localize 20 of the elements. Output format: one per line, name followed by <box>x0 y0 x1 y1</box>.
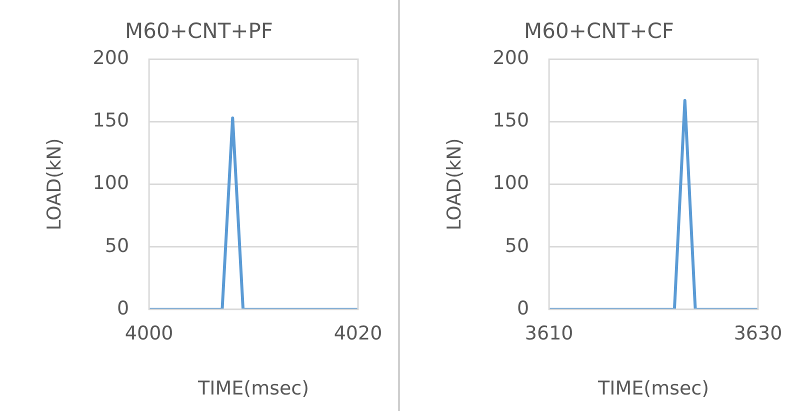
y-tick-label: 150 <box>92 110 130 132</box>
y-axis-title: LOAD(kN) <box>443 138 466 230</box>
x-tick-label: 3610 <box>524 322 574 345</box>
y-tick-label: 0 <box>116 297 130 320</box>
x-tick-label: 3630 <box>734 322 782 345</box>
y-tick-label: 100 <box>492 172 530 194</box>
x-axis-title: TIME(msec) <box>597 378 710 400</box>
x-tick-label: 4020 <box>334 322 382 345</box>
x-tick-label: 4000 <box>124 322 174 345</box>
y-tick-label: 100 <box>92 172 130 194</box>
y-tick-label: 50 <box>104 234 130 257</box>
y-tick-label: 200 <box>92 47 130 70</box>
y-tick-label: 200 <box>492 47 530 70</box>
chart-title: M60+CNT+PF <box>125 19 273 44</box>
y-tick-label: 150 <box>492 110 530 132</box>
y-axis-title: LOAD(kN) <box>43 138 66 230</box>
x-axis-title: TIME(msec) <box>197 378 310 400</box>
y-tick-label: 0 <box>516 297 530 320</box>
chart-title: M60+CNT+CF <box>524 19 674 44</box>
y-tick-label: 50 <box>504 234 530 257</box>
